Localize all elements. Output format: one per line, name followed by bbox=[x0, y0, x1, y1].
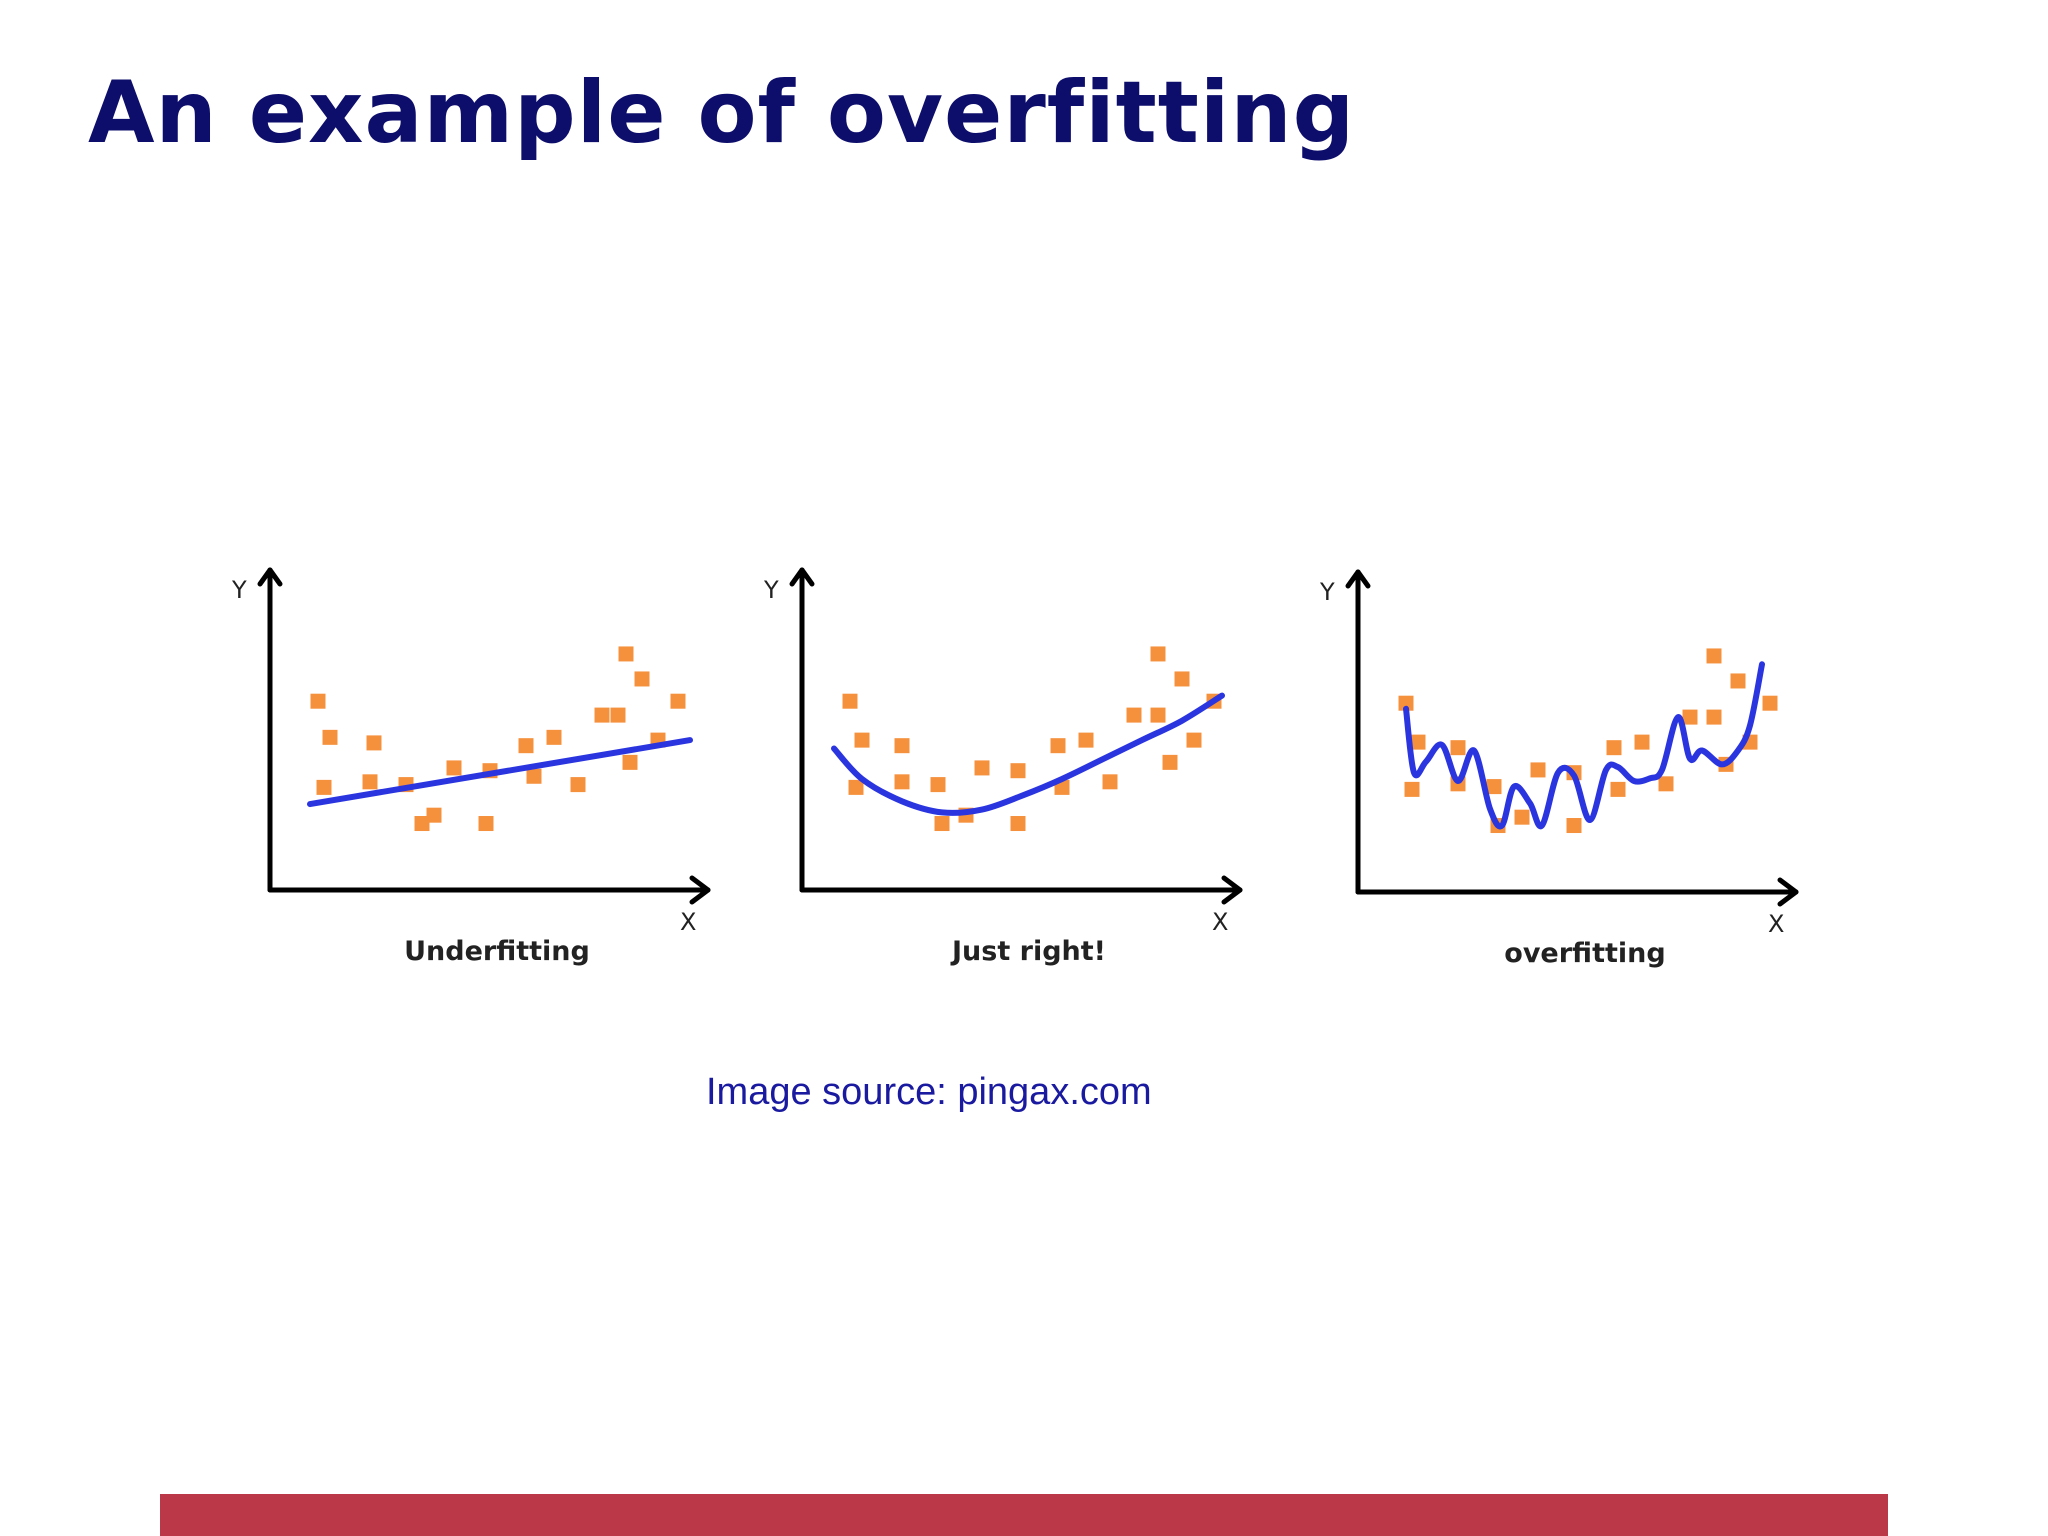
data-point bbox=[670, 693, 686, 709]
data-point bbox=[842, 693, 858, 709]
data-point bbox=[1010, 763, 1026, 779]
slide-title: An example of overfitting bbox=[88, 63, 1356, 163]
data-point bbox=[1174, 671, 1190, 687]
data-point bbox=[634, 671, 650, 687]
y-axis-arrowhead bbox=[257, 567, 283, 587]
y-axis-arrowhead bbox=[1345, 569, 1371, 589]
data-point bbox=[1634, 734, 1650, 750]
data-point bbox=[1606, 740, 1622, 756]
data-point bbox=[610, 707, 626, 723]
data-point bbox=[310, 693, 326, 709]
data-point bbox=[934, 816, 950, 832]
data-point bbox=[618, 646, 634, 662]
y-axis-label: Y bbox=[231, 576, 247, 604]
data-point bbox=[1486, 779, 1502, 795]
x-axis-arrowhead bbox=[1777, 877, 1799, 907]
data-point bbox=[1514, 809, 1530, 825]
data-point bbox=[848, 779, 864, 795]
data-point bbox=[622, 754, 638, 770]
panel-caption: Just right! bbox=[950, 936, 1106, 967]
data-point bbox=[426, 807, 442, 823]
data-point bbox=[446, 760, 462, 776]
data-point bbox=[1610, 781, 1626, 797]
x-axis-label: X bbox=[680, 908, 696, 936]
data-point bbox=[1126, 707, 1142, 723]
data-point bbox=[570, 777, 586, 793]
data-point bbox=[1398, 695, 1414, 711]
data-point bbox=[316, 779, 332, 795]
data-point bbox=[1706, 648, 1722, 664]
data-point bbox=[1010, 816, 1026, 832]
data-point bbox=[1050, 738, 1066, 754]
x-axis-arrowhead bbox=[689, 875, 711, 905]
data-point bbox=[894, 774, 910, 790]
data-point bbox=[1450, 740, 1466, 756]
fit-curve bbox=[307, 737, 693, 808]
data-point bbox=[1150, 707, 1166, 723]
data-point bbox=[1762, 695, 1778, 711]
data-point bbox=[526, 768, 542, 784]
data-point bbox=[362, 774, 378, 790]
data-point bbox=[1410, 734, 1426, 750]
x-axis-label: X bbox=[1212, 908, 1228, 936]
data-point bbox=[1186, 732, 1202, 748]
fit-curve bbox=[1403, 661, 1765, 830]
data-point bbox=[322, 729, 338, 745]
data-point bbox=[1078, 732, 1094, 748]
data-point bbox=[546, 729, 562, 745]
data-point bbox=[414, 816, 430, 832]
data-point bbox=[366, 735, 382, 751]
data-point bbox=[974, 760, 990, 776]
x-axis-arrowhead bbox=[1221, 875, 1243, 905]
y-axis-label: Y bbox=[1319, 578, 1335, 606]
data-point bbox=[1102, 774, 1118, 790]
image-source-note: Image source: pingax.com bbox=[706, 1071, 1152, 1113]
data-point bbox=[1404, 781, 1420, 797]
panel-caption: overfitting bbox=[1504, 938, 1665, 969]
data-point bbox=[854, 732, 870, 748]
data-point bbox=[930, 777, 946, 793]
data-point bbox=[1530, 762, 1546, 778]
data-point bbox=[518, 738, 534, 754]
data-point bbox=[1150, 646, 1166, 662]
y-axis-arrowhead bbox=[789, 567, 815, 587]
data-point bbox=[1658, 776, 1674, 792]
panel-caption: Underfitting bbox=[404, 936, 590, 967]
data-point bbox=[1730, 673, 1746, 689]
y-axis-label: Y bbox=[763, 576, 779, 604]
panel-2: Y X Just right! bbox=[763, 567, 1243, 967]
data-point bbox=[594, 707, 610, 723]
data-point bbox=[1566, 818, 1582, 834]
data-point bbox=[1682, 709, 1698, 725]
data-point bbox=[1706, 709, 1722, 725]
panel-1: Y X Underfitting bbox=[231, 567, 711, 967]
footer-bar bbox=[160, 1494, 1888, 1536]
data-point bbox=[478, 816, 494, 832]
data-point bbox=[1162, 754, 1178, 770]
fit-curve bbox=[831, 692, 1225, 816]
x-axis-label: X bbox=[1768, 910, 1784, 938]
data-point bbox=[894, 738, 910, 754]
